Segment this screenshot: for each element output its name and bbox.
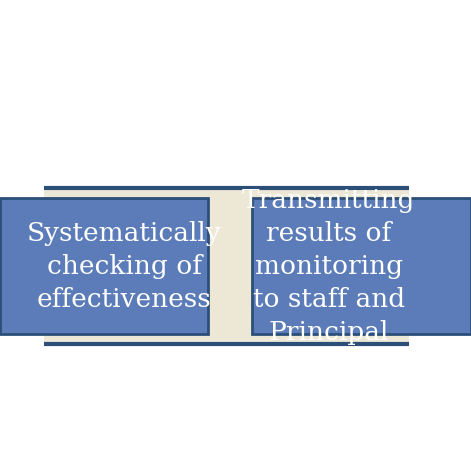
Text: Transmitting
results of
monitoring
to staff and
Principal: Transmitting results of monitoring to st… [242,187,415,345]
Bar [0,198,208,334]
Bar [44,188,409,344]
Bar [252,198,471,334]
Text: Systematically
checking of
effectiveness: Systematically checking of effectiveness [27,220,221,312]
